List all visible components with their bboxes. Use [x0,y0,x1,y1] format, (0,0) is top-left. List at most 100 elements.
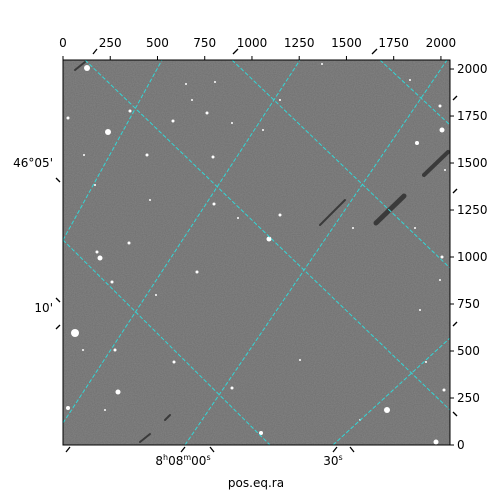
star [94,184,96,186]
star [71,329,79,337]
satellite-streak [139,433,151,443]
top-tick-label: 500 [146,36,169,50]
world-tick-mark [452,411,458,417]
world-tick-mark [55,324,61,330]
top-tick-label: 0 [59,36,67,50]
satellite-streak [74,61,86,71]
grid-line [231,60,450,269]
star [415,141,419,145]
star [237,217,239,219]
star [259,431,263,435]
star [299,359,301,361]
grid-line [63,239,271,445]
star [214,81,216,83]
star [211,155,215,159]
star [104,409,106,411]
right-tick-label: 0 [457,438,465,452]
star [352,227,354,229]
right-tick-label: 2000 [457,62,488,76]
star [321,63,323,65]
world-tick-mark [371,48,378,55]
star [95,250,99,254]
world-tick-mark [332,446,338,453]
top-tick-label: 1500 [331,36,362,50]
star [279,99,281,101]
star [195,270,199,274]
ra-number: 08 [168,454,183,468]
star [212,202,216,206]
star [145,153,149,157]
world-tick-mark [452,321,458,327]
world-tick-mark [180,446,186,453]
pixel-y-axis-right: 0 250 500 750 1000 1250 1500 1750 2000 [450,62,488,452]
star [439,127,445,133]
ra-number: 00 [191,454,206,468]
star [205,111,209,115]
satellite-streak [319,199,346,226]
star [414,227,416,229]
ra-unit: m [183,453,191,462]
star [97,255,103,261]
star [149,199,151,201]
ra-unit: s [339,453,343,462]
star [66,116,70,120]
right-tick-label: 1000 [457,250,488,264]
star [83,154,85,156]
world-tick-mark [349,446,355,453]
star [278,213,282,217]
star [231,122,233,124]
star [185,83,187,85]
star [419,309,421,311]
star [440,255,444,259]
ra-number: 30 [323,454,338,468]
top-tick-label: 1000 [237,36,268,50]
star [128,109,132,113]
star [127,241,131,245]
star [191,99,193,101]
world-tick-mark [232,48,239,55]
ra-unit: h [163,453,168,462]
star-field [66,63,446,445]
top-tick-label: 1750 [378,36,409,50]
top-tick-label: 1250 [284,36,315,50]
star [110,280,114,284]
ra-unit: s [206,453,210,462]
world-tick-marks [55,48,458,453]
star [66,406,70,410]
sky-image [63,60,450,445]
top-tick-label: 2000 [426,36,457,50]
star [266,236,272,242]
star [115,389,121,395]
world-tick-mark [55,297,61,303]
coordinate-grid [63,60,450,445]
right-tick-label: 1250 [457,203,488,217]
satellite-streaks [74,61,450,443]
satellite-streak [373,193,407,226]
star [171,119,175,123]
world-tick-mark [65,446,71,453]
ra-tick-label: 8h08m00s [155,453,210,468]
world-tick-mark [209,446,215,453]
grid-line [379,60,450,126]
top-tick-label: 750 [193,36,216,50]
star [438,104,442,108]
star [439,279,441,281]
grid-line [332,337,450,445]
right-tick-label: 750 [457,297,480,311]
world-tick-mark [55,177,61,183]
right-tick-label: 1750 [457,109,488,123]
dec-tick-label-0505: 46°05' [13,156,53,170]
ra-tick-label-30s: 30s [323,453,342,468]
star [262,129,264,131]
right-tick-label: 250 [457,391,480,405]
star [444,169,446,171]
satellite-streak [164,414,171,421]
world-tick-mark [92,48,98,55]
star [113,348,117,352]
star [105,129,111,135]
pixel-x-axis-top: 0 250 500 750 1000 1250 1500 1750 2000 [59,36,456,60]
star [172,360,176,364]
star [425,361,427,363]
star [442,388,446,392]
star [230,386,234,390]
